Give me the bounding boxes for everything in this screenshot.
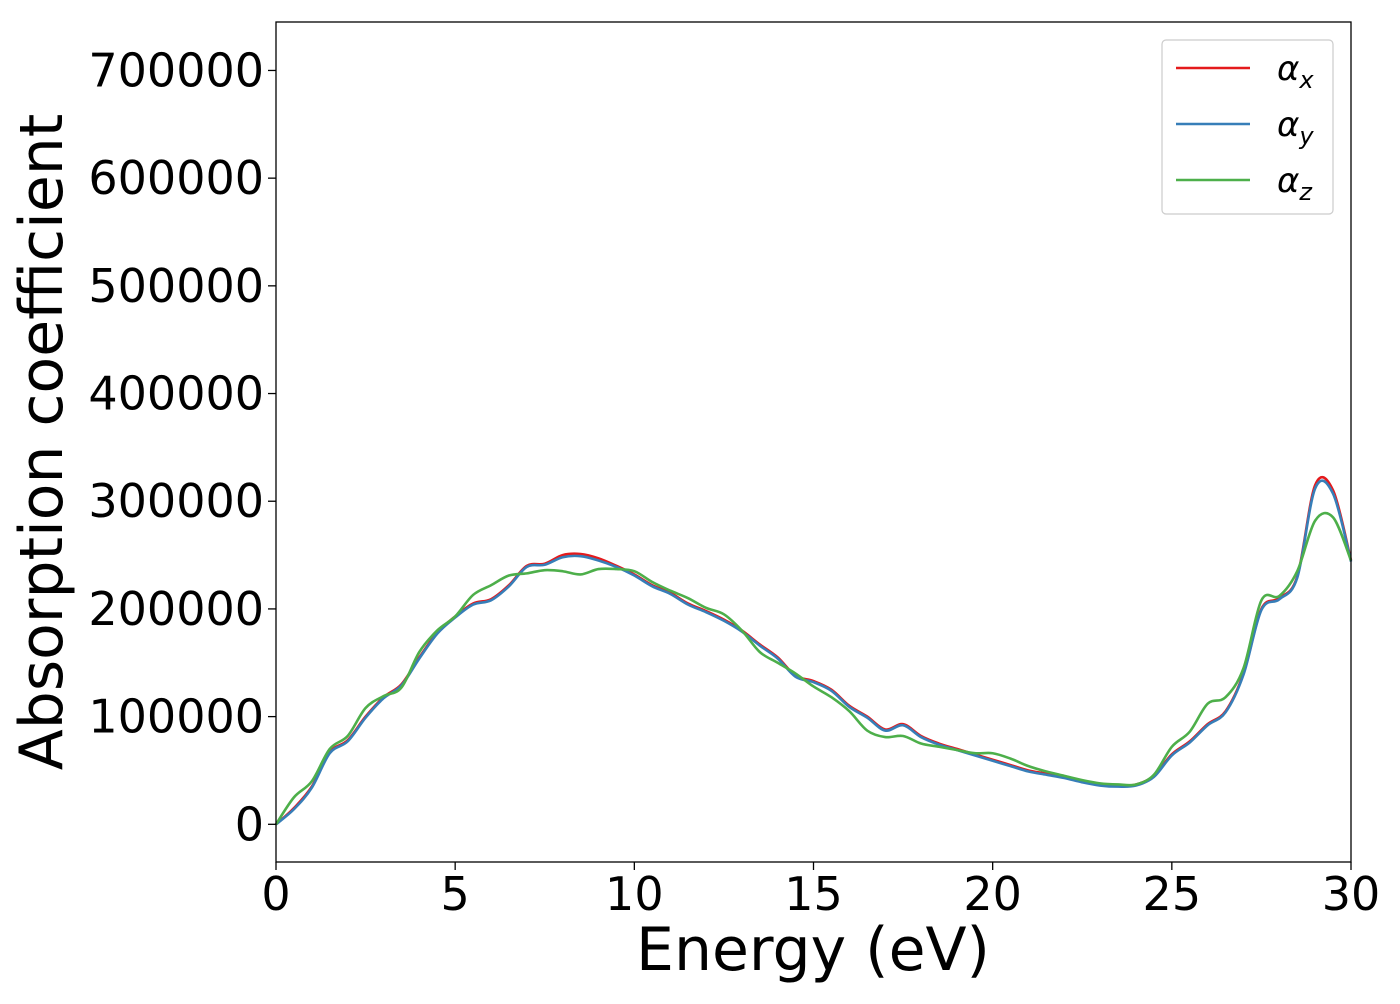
x-axis: 0 5 10 15 20 25 30 (261, 862, 1380, 921)
legend-box (1161, 39, 1334, 215)
x-tick-label: 15 (784, 867, 843, 921)
x-tick-label: 10 (605, 867, 664, 921)
legend-label-z: αz (1277, 161, 1313, 206)
y-tick-label: 0 (235, 797, 264, 851)
legend-label-y: αy (1277, 105, 1314, 150)
x-tick-label: 25 (1143, 867, 1202, 921)
y-tick-label: 300000 (88, 474, 264, 528)
y-axis-title: Absorption coefficient (7, 114, 77, 771)
y-tick-label: 200000 (88, 582, 264, 636)
x-tick-label: 5 (441, 867, 470, 921)
series-line-y (275, 479, 1353, 826)
x-tick-label: 30 (1322, 867, 1381, 921)
x-tick-label: 0 (261, 867, 290, 921)
series-line-z (274, 511, 1353, 826)
x-axis-title: Energy (eV) (636, 915, 990, 985)
y-tick-label: 400000 (88, 367, 264, 421)
y-tick-label: 100000 (88, 690, 264, 744)
legend-items: αx αy αz (1176, 49, 1314, 206)
series-layer (274, 475, 1353, 826)
y-axis: 0 100000 200000 300000 400000 500000 600000 700… (88, 43, 276, 851)
y-tick-label: 700000 (88, 43, 264, 97)
x-tick-label: 20 (963, 867, 1022, 921)
legend: αx αy αz (1161, 39, 1334, 215)
legend-label-x: αx (1277, 49, 1314, 94)
series-line-x (275, 475, 1353, 826)
y-tick-label: 500000 (88, 259, 264, 313)
y-tick-label: 600000 (88, 151, 264, 205)
